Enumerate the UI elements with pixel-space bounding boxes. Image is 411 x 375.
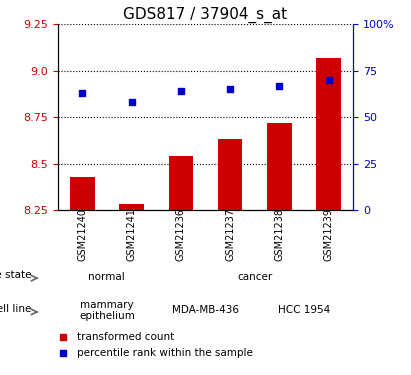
Point xyxy=(60,334,67,340)
Bar xyxy=(316,58,341,210)
Text: normal: normal xyxy=(88,272,125,282)
Bar xyxy=(267,123,292,210)
Text: cell line: cell line xyxy=(0,304,32,314)
Text: disease state: disease state xyxy=(0,270,32,280)
Text: GSM21238: GSM21238 xyxy=(275,208,284,261)
Point xyxy=(227,86,233,92)
Point xyxy=(326,77,332,83)
Bar xyxy=(218,140,242,210)
Text: GSM21239: GSM21239 xyxy=(324,208,334,261)
Text: MDA-MB-436: MDA-MB-436 xyxy=(172,305,239,315)
Point xyxy=(60,350,67,356)
Bar xyxy=(119,204,144,210)
Point xyxy=(178,88,184,94)
Point xyxy=(276,82,283,88)
Bar xyxy=(169,156,193,210)
Title: GDS817 / 37904_s_at: GDS817 / 37904_s_at xyxy=(123,7,288,23)
Text: GSM21236: GSM21236 xyxy=(176,208,186,261)
Point xyxy=(79,90,85,96)
Text: GSM21241: GSM21241 xyxy=(127,208,136,261)
Text: mammary
epithelium: mammary epithelium xyxy=(79,300,135,321)
Text: GSM21240: GSM21240 xyxy=(77,208,87,261)
Point xyxy=(128,99,135,105)
Text: GSM21237: GSM21237 xyxy=(225,208,235,261)
Text: cancer: cancer xyxy=(237,272,272,282)
Text: transformed count: transformed count xyxy=(77,332,174,342)
Text: HCC 1954: HCC 1954 xyxy=(278,305,330,315)
Bar xyxy=(70,177,95,210)
Text: percentile rank within the sample: percentile rank within the sample xyxy=(77,348,253,358)
